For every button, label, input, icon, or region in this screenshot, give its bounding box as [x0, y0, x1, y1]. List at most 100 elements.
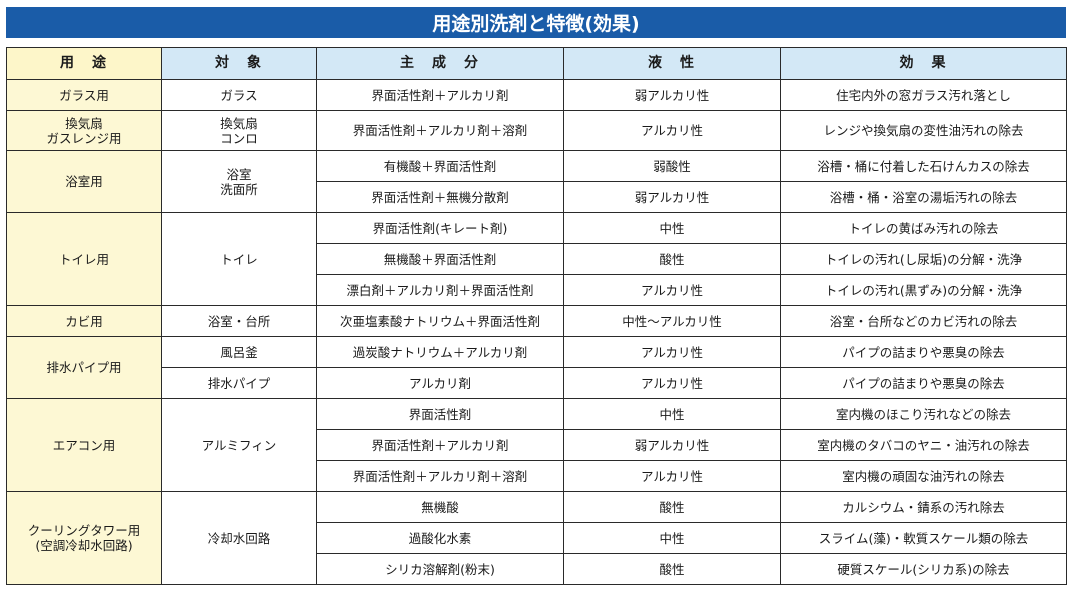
cell-liquid: 中性: [563, 398, 781, 430]
cell-target: 風呂釜: [161, 336, 317, 368]
cell-line: (空調冷却水回路): [35, 538, 133, 553]
cell-target: 排水パイプ: [161, 367, 317, 399]
cell-effect: スライム(藻)・軟質スケール類の除去: [780, 522, 1067, 554]
header-target: 対 象: [161, 47, 317, 80]
table-row: 界面活性剤＋無機分散剤 弱アルカリ性 浴槽・桶・浴室の湯垢汚れの除去: [7, 181, 1067, 213]
detergent-table: 用 途 対 象 主 成 分 液 性 効 果 ガラス用 ガラス 界面活性剤＋アルカリ剤…: [6, 47, 1067, 585]
cell-ingredient: 界面活性剤＋無機分散剤: [316, 181, 564, 213]
cell-ingredient: 界面活性剤＋アルカリ剤: [316, 429, 564, 461]
cell-liquid: アルカリ性: [563, 336, 781, 368]
cell-line: トイレ: [220, 251, 258, 267]
cell-line: 冷却水回路: [207, 530, 271, 546]
cell-effect: 室内機のタバコのヤニ・油汚れの除去: [780, 429, 1067, 461]
cell-ingredient: 漂白剤＋アルカリ剤＋界面活性剤: [316, 274, 564, 306]
cell-target: ガラス: [161, 79, 317, 111]
cell-liquid: 酸性: [563, 553, 781, 585]
cell-ingredient: 次亜塩素酸ナトリウム＋界面活性剤: [316, 305, 564, 337]
cell-line: 浴室・台所: [207, 313, 271, 329]
cell-use: トイレ用: [6, 212, 162, 306]
cell-ingredient: 過酸化水素: [316, 522, 564, 554]
cell-line: 浴室: [226, 166, 252, 182]
cell-target: 浴室 洗面所: [161, 150, 317, 213]
header-liquid: 液 性: [563, 47, 781, 80]
cell-effect: レンジや換気扇の変性油汚れの除去: [780, 110, 1067, 151]
cell-effect: 硬質スケール(シリカ系)の除去: [780, 553, 1067, 585]
cell-line: ガラス用: [59, 87, 109, 103]
cell-ingredient: 界面活性剤＋アルカリ剤＋溶剤: [316, 110, 564, 151]
cell-target: 浴室・台所: [161, 305, 317, 337]
cell-liquid: 中性～アルカリ性: [563, 305, 781, 337]
cell-effect: 浴室・台所などのカビ汚れの除去: [780, 305, 1067, 337]
cell-liquid: アルカリ性: [563, 367, 781, 399]
cell-use: ガラス用: [6, 79, 162, 111]
table-row: シリカ溶解剤(粉末) 酸性 硬質スケール(シリカ系)の除去: [7, 553, 1067, 585]
table-title: 用途別洗剤と特徴(効果): [6, 7, 1066, 38]
cell-liquid: 中性: [563, 522, 781, 554]
cell-line: クーリングタワー用: [27, 523, 141, 538]
cell-line: アルミフィン: [201, 437, 277, 453]
cell-effect: カルシウム・錆系の汚れ除去: [780, 491, 1067, 523]
cell-line: ガラス: [220, 87, 258, 103]
cell-use: カビ用: [6, 305, 162, 337]
table-row: ガラス用 ガラス 界面活性剤＋アルカリ剤 弱アルカリ性 住宅内外の窓ガラス汚れ落とし: [6, 79, 1067, 111]
cell-ingredient: 過炭酸ナトリウム＋アルカリ剤: [316, 336, 564, 368]
cell-line: コンロ: [220, 130, 258, 146]
cell-ingredient: シリカ溶解剤(粉末): [316, 553, 564, 585]
table-row: トイレ用 トイレ 界面活性剤(キレート剤) 中性 トイレの黄ばみ汚れの除去: [6, 212, 1067, 306]
cell-effect: トイレの汚れ(し尿垢)の分解・洗浄: [780, 243, 1067, 275]
table-row: カビ用 浴室・台所 次亜塩素酸ナトリウム＋界面活性剤 中性～アルカリ性 浴室・台所などの…: [6, 305, 1067, 337]
header-use: 用 途: [6, 47, 162, 80]
cell-ingredient: 界面活性剤＋アルカリ剤: [316, 79, 564, 111]
cell-ingredient: アルカリ剤: [316, 367, 564, 399]
cell-liquid: アルカリ性: [563, 110, 781, 151]
cell-liquid: 中性: [563, 212, 781, 244]
table-header-row: 用 途 対 象 主 成 分 液 性 効 果: [6, 47, 1067, 80]
cell-target: アルミフィン: [161, 398, 317, 492]
table-row: 無機酸＋界面活性剤 酸性 トイレの汚れ(し尿垢)の分解・洗浄: [7, 243, 1067, 275]
cell-use: 浴室用: [6, 150, 162, 213]
table-row: 過酸化水素 中性 スライム(藻)・軟質スケール類の除去: [7, 522, 1067, 554]
cell-use: エアコン用: [6, 398, 162, 492]
cell-effect: 室内機の頑固な油汚れの除去: [780, 460, 1067, 492]
cell-line: トイレ用: [58, 251, 109, 267]
cell-line: 換気扇: [65, 115, 103, 131]
cell-liquid: 酸性: [563, 491, 781, 523]
table-row: 浴室用 浴室 洗面所 有機酸＋界面活性剤 弱酸性 浴槽・桶に付着した石けんカスの除去: [6, 150, 1067, 213]
cell-effect: 浴槽・桶に付着した石けんカスの除去: [780, 150, 1067, 182]
cell-liquid: 弱アルカリ性: [563, 79, 781, 111]
table-body: ガラス用 ガラス 界面活性剤＋アルカリ剤 弱アルカリ性 住宅内外の窓ガラス汚れ落とし 換気…: [6, 79, 1067, 585]
cell-target: 冷却水回路: [161, 491, 317, 585]
header-effect: 効 果: [780, 47, 1067, 80]
cell-target: トイレ: [161, 212, 317, 306]
table-row: 漂白剤＋アルカリ剤＋界面活性剤 アルカリ性 トイレの汚れ(黒ずみ)の分解・洗浄: [7, 274, 1067, 306]
cell-line: 浴室用: [65, 174, 103, 189]
cell-effect: 住宅内外の窓ガラス汚れ落とし: [780, 79, 1067, 111]
cell-line: 風呂釜: [220, 344, 258, 360]
cell-effect: 浴槽・桶・浴室の湯垢汚れの除去: [780, 181, 1067, 213]
cell-ingredient: 有機酸＋界面活性剤: [316, 150, 564, 182]
cell-effect: トイレの黄ばみ汚れの除去: [780, 212, 1067, 244]
cell-effect: 室内機のほこり汚れなどの除去: [780, 398, 1067, 430]
table-row: 排水パイプ アルカリ剤 アルカリ性 パイプの詰まりや悪臭の除去: [7, 367, 1067, 399]
cell-target: 換気扇 コンロ: [161, 110, 317, 151]
table-row: エアコン用 アルミフィン 界面活性剤 中性 室内機のほこり汚れなどの除去: [6, 398, 1067, 492]
cell-ingredient: 無機酸: [316, 491, 564, 523]
cell-liquid: 弱アルカリ性: [563, 429, 781, 461]
table-row: 換気扇 ガスレンジ用 換気扇 コンロ 界面活性剤＋アルカリ剤＋溶剤 アルカリ性 レンジや換気…: [6, 110, 1067, 151]
cell-liquid: アルカリ性: [563, 460, 781, 492]
cell-liquid: 酸性: [563, 243, 781, 275]
cell-effect: トイレの汚れ(黒ずみ)の分解・洗浄: [780, 274, 1067, 306]
cell-ingredient: 界面活性剤＋アルカリ剤＋溶剤: [316, 460, 564, 492]
cell-line: 排水パイプ: [207, 375, 271, 391]
cell-ingredient: 界面活性剤: [316, 398, 564, 430]
cell-line: ガスレンジ用: [46, 130, 122, 146]
cell-liquid: アルカリ性: [563, 274, 781, 306]
table-row: 排水パイプ用 風呂釜 過炭酸ナトリウム＋アルカリ剤 アルカリ性 パイプの詰まりや悪臭の除…: [6, 336, 1067, 399]
cell-line: カビ用: [65, 313, 103, 329]
cell-liquid: 弱酸性: [563, 150, 781, 182]
cell-line: エアコン用: [52, 437, 116, 453]
cell-ingredient: 界面活性剤(キレート剤): [316, 212, 564, 244]
cell-line: 排水パイプ用: [46, 360, 122, 375]
table-row: 界面活性剤＋アルカリ剤＋溶剤 アルカリ性 室内機の頑固な油汚れの除去: [7, 460, 1067, 492]
cell-liquid: 弱アルカリ性: [563, 181, 781, 213]
